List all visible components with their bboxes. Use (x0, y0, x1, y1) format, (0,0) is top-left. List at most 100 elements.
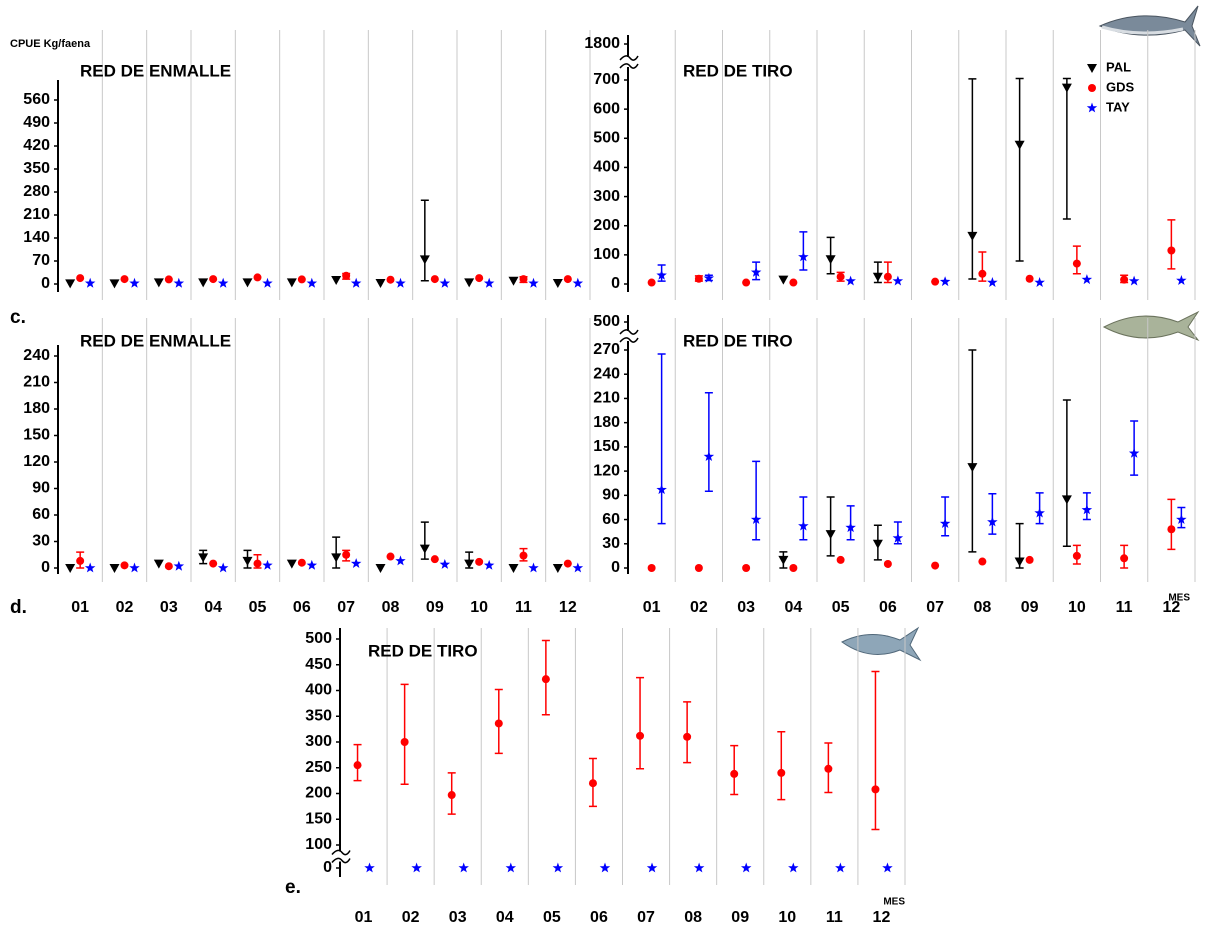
marker-circle (824, 764, 833, 773)
marker-star (350, 277, 362, 288)
marker-triangle (198, 553, 209, 563)
y-tick-label: 420 (23, 137, 50, 154)
x-tick-label: 07 (926, 599, 944, 616)
marker-triangle (331, 276, 342, 286)
marker-triangle (778, 275, 789, 285)
y-tick-label: 90 (32, 480, 50, 497)
marker-circle (836, 555, 845, 564)
marker-star (1176, 275, 1187, 285)
axis-break-gap (334, 851, 348, 862)
marker-circle (475, 557, 484, 566)
x-tick-label: 07 (637, 909, 655, 926)
marker-triangle (872, 539, 883, 549)
marker-circle (1120, 554, 1129, 563)
axis-break (619, 63, 639, 69)
marker-circle (253, 273, 262, 282)
marker-triangle (375, 279, 386, 289)
panel-label: c. (10, 307, 26, 328)
axis-break (619, 329, 639, 335)
marker-triangle (1014, 557, 1025, 567)
x-tick-label: 12 (873, 909, 891, 926)
marker-circle (447, 791, 456, 800)
y-tick-label: 400 (593, 159, 620, 176)
marker-circle (978, 269, 987, 278)
marker-circle (475, 274, 484, 283)
marker-star (835, 862, 846, 873)
legend-label: TAY (1106, 99, 1130, 114)
error-bar (420, 199, 429, 282)
marker-circle (647, 278, 656, 287)
y-tick-label: 200 (593, 217, 620, 234)
marker-triangle (242, 556, 253, 566)
marker-circle (297, 275, 306, 284)
marker-circle (430, 555, 439, 564)
y-tick-label: 150 (593, 438, 620, 455)
x-tick-label: 06 (293, 599, 311, 616)
legend-label: GDS (1106, 79, 1135, 94)
marker-circle (563, 275, 572, 284)
y-tick-label: 500 (593, 130, 620, 147)
marker-triangle (464, 278, 475, 288)
chart-title: RED DE TIRO (683, 61, 793, 80)
marker-star (882, 862, 893, 873)
marker-circle (1167, 525, 1176, 534)
marker-star (1176, 514, 1187, 524)
x-tick-label: 01 (355, 909, 373, 926)
marker-star (129, 562, 140, 573)
marker-star (703, 272, 715, 283)
chart-title: RED DE TIRO (368, 641, 478, 660)
error-bar (799, 231, 808, 271)
marker-star (656, 484, 667, 495)
marker-circle (400, 738, 409, 746)
x-tick-label: 10 (470, 599, 488, 616)
marker-triangle (967, 231, 978, 241)
y-tick-label: 450 (305, 656, 332, 673)
marker-circle (742, 564, 751, 572)
y-tick-label: 500 (305, 630, 332, 647)
marker-star (939, 276, 951, 287)
error-bar (704, 392, 713, 493)
y-tick-label: 600 (593, 100, 620, 117)
marker-triangle (967, 463, 978, 473)
y-tick-label: 150 (305, 810, 332, 827)
marker-triangle (286, 559, 297, 569)
error-bar (1167, 498, 1176, 551)
marker-star (395, 555, 406, 566)
marker-star (364, 862, 375, 873)
marker-circle (1072, 259, 1081, 268)
error-bar (752, 460, 761, 541)
marker-star (1128, 275, 1140, 286)
axis-break-gap (622, 331, 636, 341)
x-tick-label: 10 (1068, 599, 1086, 616)
marker-triangle (872, 272, 883, 282)
marker-circle (1120, 275, 1129, 284)
x-tick-label: 07 (337, 599, 355, 616)
marker-star (798, 251, 809, 262)
x-tick-label: 04 (204, 599, 222, 616)
marker-circle (978, 557, 987, 566)
y-tick-label: 700 (593, 71, 620, 88)
marker-star (217, 277, 229, 288)
y-tick-label: 30 (32, 533, 50, 550)
marker-star (788, 862, 799, 873)
marker-circle (253, 559, 262, 568)
axis-break-gap (622, 57, 636, 67)
marker-circle (588, 779, 597, 788)
x-tick-label: 09 (731, 909, 749, 926)
y-tick-label: 560 (23, 91, 50, 108)
legend-label: PAL (1106, 59, 1131, 74)
marker-star (987, 277, 998, 287)
marker-triangle (1014, 140, 1025, 150)
x-tick-label: 09 (1021, 599, 1039, 616)
marker-star (395, 277, 406, 288)
x-tick-label: 03 (449, 909, 467, 926)
marker-triangle (825, 255, 836, 265)
y-tick-label: 120 (23, 453, 50, 470)
fish-tuna (1098, 5, 1201, 47)
marker-circle (164, 562, 173, 571)
marker-circle (563, 559, 572, 568)
marker-star (483, 277, 495, 288)
marker-circle (209, 559, 218, 568)
y-tick-label: 210 (23, 206, 50, 223)
x-tick-label: 11 (515, 599, 532, 616)
